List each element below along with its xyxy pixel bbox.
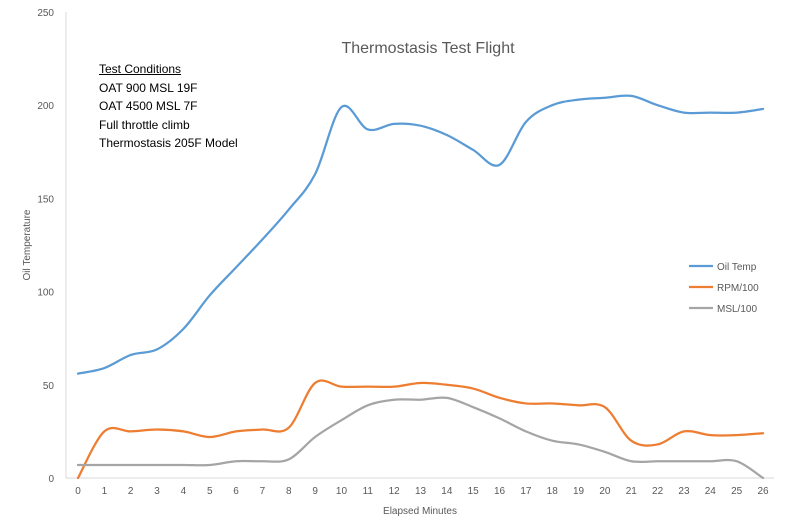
y-tick-label: 200 — [37, 101, 54, 112]
y-tick-label: 100 — [37, 288, 54, 299]
test-condition-line: Full throttle climb — [99, 117, 190, 132]
x-tick-labels: 0 1 2 3 4 5 6 7 8 9 10 11 12 13 14 15 16 17 18 19 20 21 22 23 24… — [75, 486, 769, 497]
x-tick-label: 9 — [312, 486, 318, 497]
y-axis-label: Oil Temperature — [22, 209, 33, 280]
x-tick-label: 24 — [705, 486, 717, 497]
x-tick-label: 4 — [181, 486, 187, 497]
x-tick-label: 11 — [363, 486, 374, 497]
series-lines — [76, 94, 765, 480]
x-tick-label: 10 — [336, 486, 348, 497]
x-tick-label: 18 — [547, 486, 559, 497]
y-tick-labels: 0 50 100 150 200 250 — [37, 8, 54, 485]
x-tick-label: 23 — [678, 486, 690, 497]
x-tick-label: 12 — [389, 486, 401, 497]
x-tick-label: 16 — [494, 486, 506, 497]
x-tick-label: 17 — [520, 486, 532, 497]
x-tick-label: 14 — [441, 486, 453, 497]
x-tick-label: 6 — [233, 486, 239, 497]
test-condition-line: OAT 900 MSL 19F — [99, 80, 198, 95]
series-line-oil-temp — [76, 94, 765, 375]
x-tick-label: 7 — [260, 486, 266, 497]
x-tick-label: 15 — [468, 486, 480, 497]
test-conditions-title: Test Conditions — [99, 62, 182, 76]
y-tick-label: 150 — [37, 194, 54, 205]
legend-label-msl-100: MSL/100 — [717, 304, 757, 315]
legend-label-rpm-100: RPM/100 — [717, 283, 759, 294]
x-tick-label: 0 — [75, 486, 81, 497]
x-tick-label: 26 — [757, 486, 769, 497]
y-tick-label: 50 — [43, 381, 55, 392]
x-tick-label: 19 — [573, 486, 585, 497]
x-tick-label: 21 — [626, 486, 638, 497]
series-line-rpm-100 — [76, 379, 765, 480]
x-tick-label: 13 — [415, 486, 427, 497]
y-tick-label: 250 — [37, 8, 54, 19]
test-conditions-note: Test Conditions OAT 900 MSL 19F OAT 4500… — [99, 60, 238, 153]
y-tick-label: 0 — [48, 474, 54, 485]
legend: Oil Temp RPM/100 MSL/100 — [689, 262, 759, 315]
chart-title: Thermostasis Test Flight — [341, 40, 515, 57]
test-condition-line: OAT 4500 MSL 7F — [99, 99, 198, 113]
x-tick-label: 2 — [128, 486, 134, 497]
test-condition-line: Thermostasis 205F Model — [99, 136, 238, 150]
legend-label-oil-temp: Oil Temp — [717, 262, 757, 273]
x-tick-label: 8 — [286, 486, 292, 497]
x-axis-label: Elapsed Minutes — [383, 506, 457, 517]
x-tick-label: 5 — [207, 486, 213, 497]
x-tick-label: 25 — [731, 486, 743, 497]
series-line-msl-100 — [76, 396, 765, 480]
x-tick-label: 1 — [102, 486, 108, 497]
x-tick-label: 3 — [154, 486, 160, 497]
x-tick-label: 22 — [652, 486, 664, 497]
x-tick-label: 20 — [599, 486, 611, 497]
